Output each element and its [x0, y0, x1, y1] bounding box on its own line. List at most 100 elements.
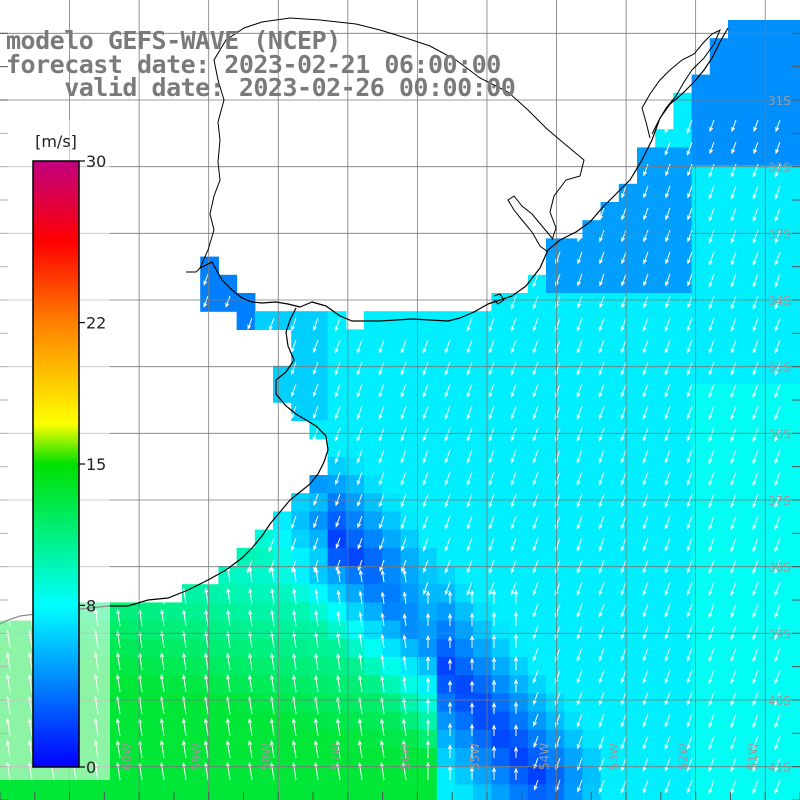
speed-cell: [509, 784, 529, 800]
speed-cell: [546, 711, 565, 731]
speed-cell: [655, 274, 674, 294]
wind-arrow: [334, 317, 341, 332]
wind-arrow: [598, 449, 605, 464]
speed-cell: [655, 748, 674, 767]
speed-cell: [709, 529, 729, 549]
wind-arrow: [598, 383, 605, 398]
lon-label: 56W: [398, 743, 412, 770]
speed-cell: [764, 402, 784, 421]
speed-cell: [327, 402, 347, 421]
speed-cell: [527, 602, 547, 622]
speed-cell: [382, 384, 401, 403]
speed-cell: [709, 347, 729, 367]
wind-arrow: [576, 625, 583, 640]
wind-arrow: [664, 405, 671, 420]
speed-cell: [637, 183, 656, 203]
speed-cell: [691, 566, 711, 585]
wind-arrow: [270, 739, 275, 759]
wind-arrow: [664, 361, 671, 376]
speed-cell: [564, 238, 583, 258]
speed-cell: [691, 274, 711, 294]
speed-cell: [309, 602, 329, 622]
speed-cell: [709, 602, 729, 622]
speed-cell: [782, 638, 800, 658]
speed-cell: [600, 311, 620, 330]
speed-cell: [582, 566, 602, 585]
wind-arrow: [730, 515, 737, 531]
speed-cell: [673, 111, 693, 130]
wind-arrow: [664, 515, 671, 530]
speed-cell: [400, 784, 420, 800]
wind-arrow: [292, 761, 297, 781]
speed-cell: [764, 602, 784, 622]
speed-cell: [418, 311, 438, 330]
speed-cell: [345, 511, 365, 531]
wind-arrow: [402, 676, 407, 693]
wind-arrow: [532, 273, 539, 288]
speed-cell: [764, 547, 784, 567]
wind-arrow: [598, 713, 605, 728]
speed-cell: [345, 547, 365, 567]
speed-cell: [527, 620, 547, 640]
speed-cell: [782, 729, 800, 749]
wind-arrow: [510, 295, 517, 310]
speed-cell: [728, 748, 747, 767]
wind-arrow: [774, 757, 781, 773]
speed-cell: [746, 511, 765, 531]
speed-cell: [291, 493, 310, 512]
wind-arrow: [532, 647, 539, 662]
wind-arrow: [620, 581, 627, 596]
wind-arrow: [357, 559, 363, 572]
wind-arrow: [620, 757, 627, 772]
speed-cell: [218, 638, 238, 658]
speed-cell: [673, 529, 693, 549]
title-valid-date: valid date: 2023-02-26 00:00:00: [6, 73, 516, 102]
speed-cell: [746, 311, 765, 330]
speed-cell: [600, 547, 620, 567]
speed-cell: [418, 620, 438, 640]
speed-cell: [364, 384, 383, 403]
wind-arrow: [664, 581, 671, 596]
speed-cell: [309, 657, 329, 676]
wind-arrow: [730, 449, 737, 465]
wind-arrow: [116, 673, 121, 693]
wind-arrow: [334, 427, 341, 442]
speed-cell: [728, 293, 747, 312]
speed-cell: [509, 566, 529, 585]
wind-arrow: [686, 119, 693, 134]
speed-cell: [600, 475, 620, 494]
speed-cell: [527, 784, 547, 800]
wind-arrow: [204, 652, 209, 671]
speed-cell: [436, 620, 456, 640]
wind-arrow: [753, 119, 759, 133]
speed-cell: [491, 311, 511, 330]
speed-cell: [309, 547, 329, 567]
speed-cell: [273, 784, 292, 800]
wind-arrow: [576, 581, 583, 596]
wind-arrow: [160, 587, 165, 605]
speed-cell: [546, 566, 565, 585]
wind-arrow: [491, 589, 497, 604]
speed-cell: [673, 584, 693, 603]
wind-arrow: [752, 471, 759, 487]
speed-cell: [728, 147, 747, 167]
wind-arrow: [248, 761, 253, 781]
speed-cell: [728, 365, 747, 385]
speed-cell: [582, 529, 602, 549]
speed-cell: [127, 711, 147, 731]
speed-cell: [564, 311, 583, 330]
speed-cell: [491, 566, 511, 585]
speed-cell: [364, 602, 383, 622]
speed-cell: [182, 620, 201, 640]
speed-cell: [673, 693, 693, 713]
speed-cell: [455, 729, 474, 749]
speed-cell: [691, 165, 711, 185]
wind-arrow: [598, 603, 605, 618]
speed-cell: [254, 693, 274, 713]
wind-arrow: [447, 679, 453, 692]
wind-arrow: [356, 339, 363, 354]
speed-cell: [491, 657, 511, 676]
wind-arrow: [270, 674, 275, 693]
wind-arrow: [203, 273, 209, 286]
speed-cell: [455, 675, 474, 694]
